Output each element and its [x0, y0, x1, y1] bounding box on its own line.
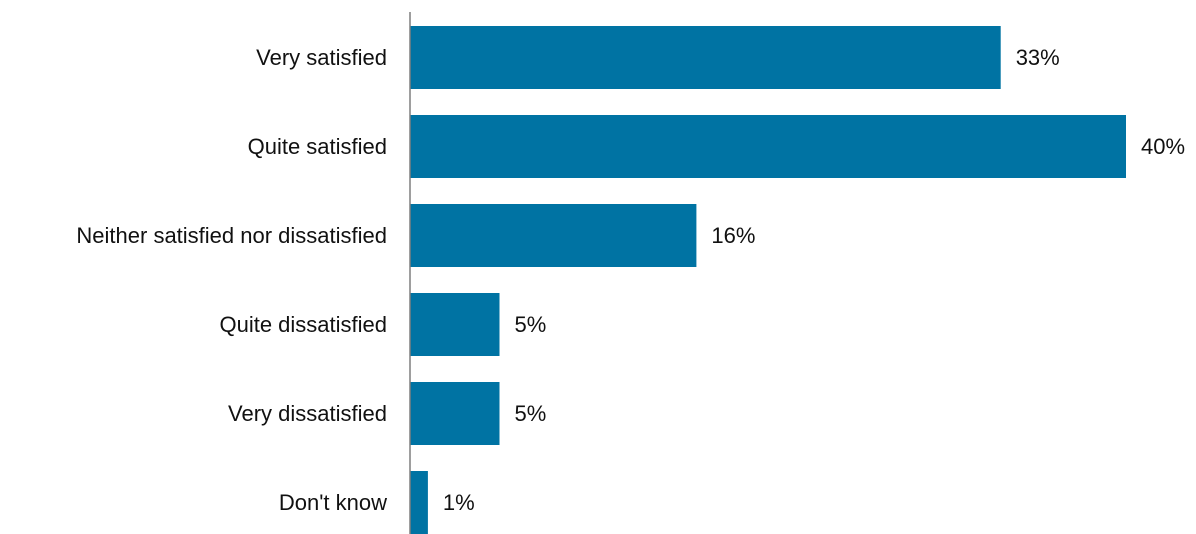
category-labels-group: Very satisfied Quite satisfied Neither sat…: [76, 45, 387, 515]
value-label-1: 40%: [1141, 134, 1185, 159]
category-label-0: Very satisfied: [256, 45, 387, 70]
value-labels-group: 33% 40% 16% 5% 5% 1%: [443, 45, 1185, 515]
value-label-4: 5%: [515, 401, 547, 426]
bar-1: [410, 115, 1126, 178]
value-label-0: 33%: [1016, 45, 1060, 70]
value-label-2: 16%: [711, 223, 755, 248]
value-label-5: 1%: [443, 490, 475, 515]
category-label-2: Neither satisfied nor dissatisfied: [76, 223, 387, 248]
value-label-3: 5%: [515, 312, 547, 337]
category-label-3: Quite dissatisfied: [219, 312, 387, 337]
category-label-5: Don't know: [279, 490, 387, 515]
bar-2: [410, 204, 697, 267]
category-label-1: Quite satisfied: [248, 134, 387, 159]
bar-4: [410, 382, 500, 445]
category-label-4: Very dissatisfied: [228, 401, 387, 426]
bar-0: [410, 26, 1001, 89]
bar-5: [410, 471, 428, 534]
bars-group: [410, 26, 1126, 534]
bar-3: [410, 293, 500, 356]
